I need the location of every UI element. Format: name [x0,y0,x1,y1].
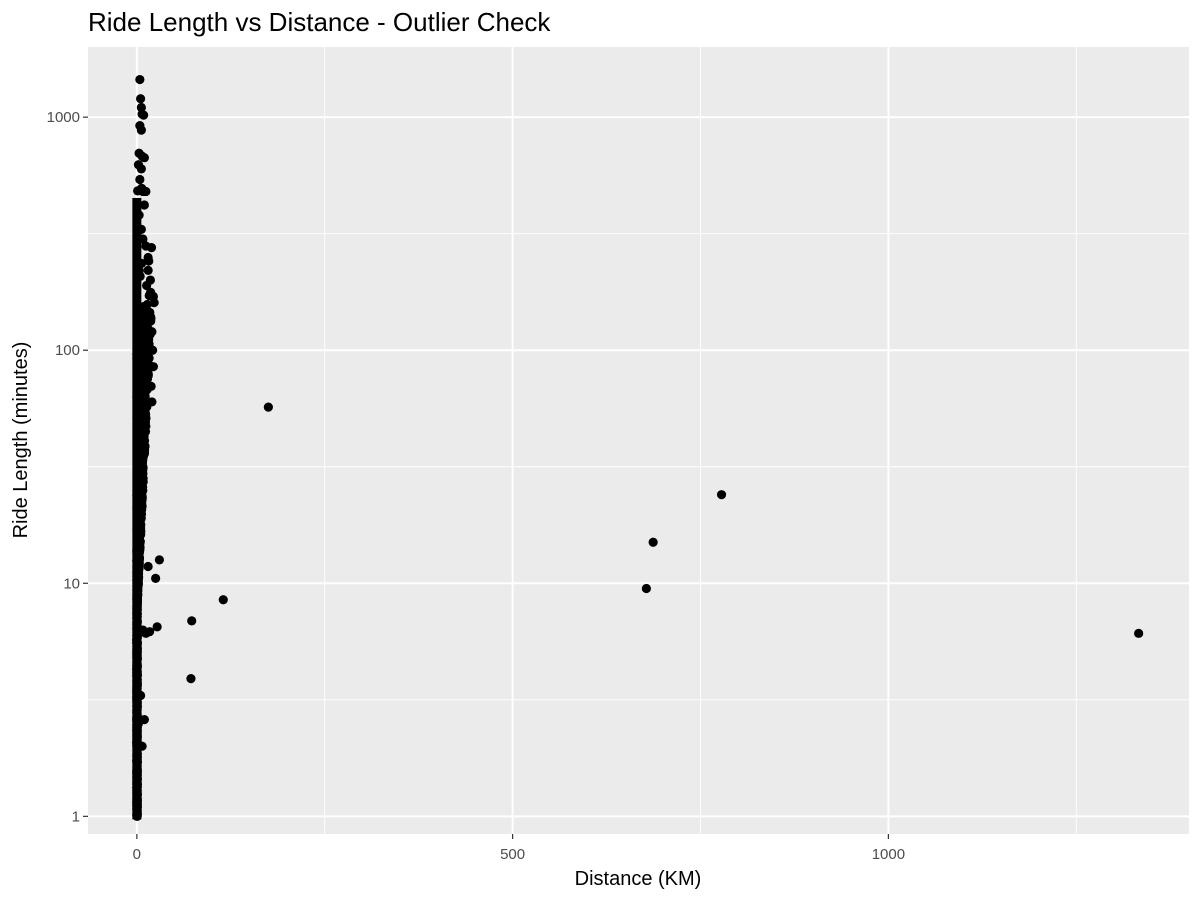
x-tick-label: 500 [500,846,525,863]
axis-ticks: 0 500 1000 1 10 100 1000 [47,109,905,863]
cluster-point [141,313,151,324]
y-tick-label: 1 [72,808,80,825]
plot-panel [88,47,1189,834]
minor-gridlines [88,47,1189,834]
cluster-point [143,265,153,275]
chart-title: Ride Length vs Distance - Outlier Check [88,7,551,37]
data-point [136,102,146,113]
y-tick-label: 100 [55,342,80,359]
data-point [135,174,145,185]
data-point [641,583,651,594]
data-point [218,595,228,605]
y-axis-title: Ride Length (minutes) [10,342,32,539]
data-point [143,252,153,263]
data-point [148,362,158,372]
data-point [186,673,196,684]
data-point [147,397,157,407]
cluster-point [140,343,150,354]
data-point [154,555,164,565]
data-point [145,275,155,285]
data-point [149,298,159,308]
data-point [136,690,146,701]
y-tick-label: 1000 [47,109,80,126]
data-point [143,561,153,572]
data-point [139,200,149,210]
data-point [133,719,143,729]
data-points [133,74,1144,751]
data-point [138,625,148,635]
data-point [136,224,146,234]
data-point [146,381,156,391]
data-point [136,125,146,135]
data-point [151,573,161,583]
cluster-point [141,361,151,371]
data-point [263,402,273,412]
dense-point-cluster [132,160,157,821]
data-point [152,622,162,632]
data-point [141,241,151,251]
cluster-point [143,369,153,379]
cluster-core [132,197,142,820]
data-point [138,234,148,244]
data-point [148,345,158,355]
data-point [134,210,144,220]
data-point [135,74,145,85]
data-point [187,616,197,626]
data-point [137,741,147,751]
data-point [139,153,149,163]
data-point [716,490,727,500]
x-tick-label: 0 [133,846,141,863]
data-point [648,537,658,547]
x-tick-label: 1000 [872,846,905,863]
data-point [136,164,146,174]
data-point [139,110,149,120]
data-point [141,186,151,197]
y-tick-label: 10 [63,575,80,592]
data-point [1134,628,1144,638]
x-axis-title: Distance (KM) [575,868,702,890]
data-point [147,327,157,337]
data-point [136,94,146,104]
